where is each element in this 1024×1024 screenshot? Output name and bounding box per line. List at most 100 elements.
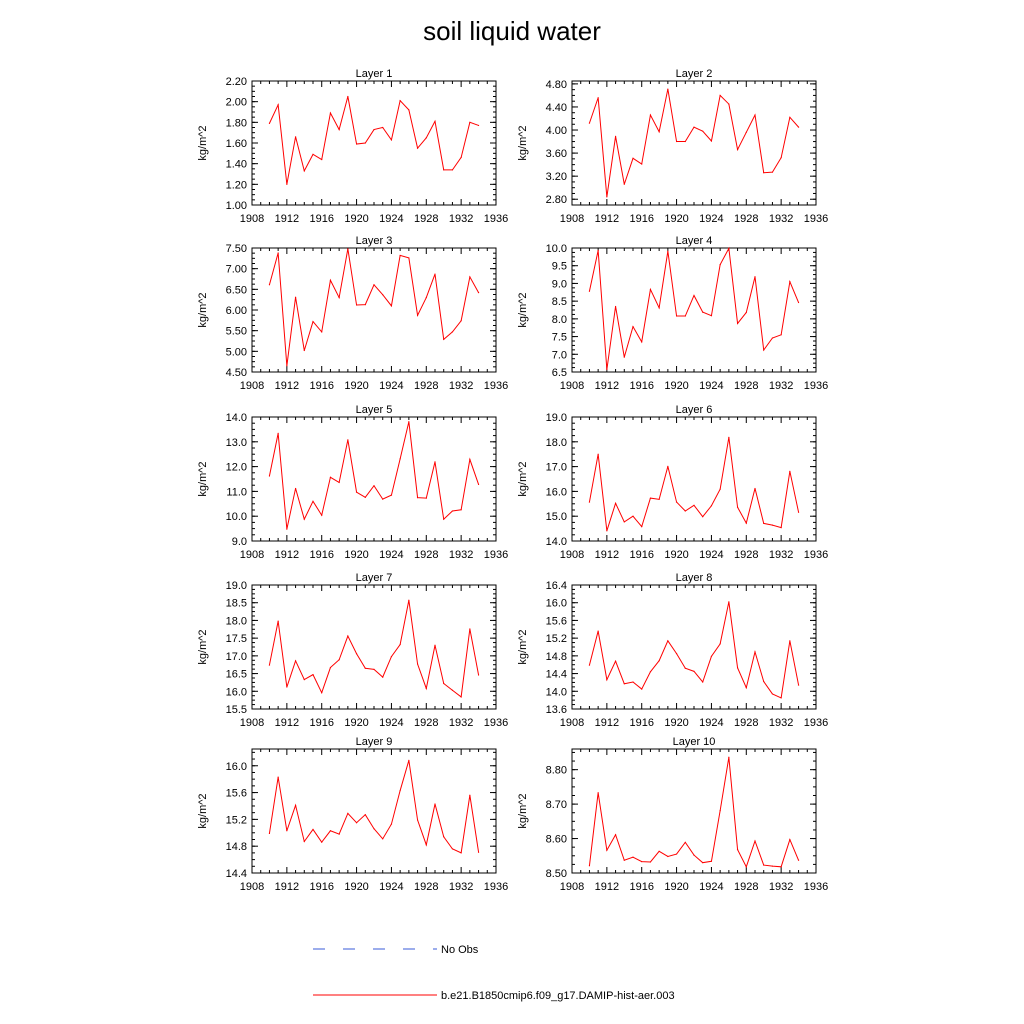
data-point [364,304,366,306]
data-point [789,281,791,283]
data-point [277,104,279,106]
x-tick-label: 1928 [414,717,438,729]
y-tick-label: 14.4 [546,669,567,681]
series-line [268,248,480,366]
data-point [702,862,704,864]
data-point [649,497,652,499]
data-point [416,147,419,149]
data-point [649,288,652,291]
data-point [780,527,782,529]
data-point [303,678,305,681]
y-tick-label: 14.0 [226,412,247,424]
x-tick-label: 1924 [699,380,723,392]
data-point [443,518,445,520]
y-tick-label: 7.0 [552,349,567,361]
data-point [641,526,643,528]
panel-title: Layer 10 [673,736,716,748]
data-point [797,859,800,861]
data-point [719,264,721,266]
y-tick-label: 12.0 [226,462,247,474]
data-point [632,326,634,328]
x-tick-label: 1928 [414,549,438,561]
y-tick-label: 14.4 [226,868,247,880]
data-point [702,516,704,518]
data-point [606,849,608,851]
data-point [443,682,445,685]
y-tick-label: 16.0 [226,686,247,698]
data-point [321,158,323,161]
x-tick-label: 1908 [560,881,584,893]
data-point [443,836,445,838]
data-point [684,667,686,669]
x-tick-label: 1908 [240,213,264,225]
data-point [399,254,401,257]
y-tick-label: 1.00 [226,200,247,212]
x-tick-label: 1932 [449,881,473,893]
data-point [710,140,713,142]
x-tick-label: 1936 [484,213,508,225]
data-point [649,114,652,116]
y-tick-label: 2.00 [226,97,247,109]
data-point [710,860,713,862]
data-point [312,153,314,155]
data-point [329,666,332,669]
data-point [614,135,617,137]
data-point [745,866,747,868]
x-tick-label: 1920 [664,881,688,893]
x-tick-label: 1932 [769,380,793,392]
x-tick-label: 1928 [414,213,438,225]
x-tick-label: 1920 [664,380,688,392]
y-tick-label: 15.2 [546,633,567,645]
data-point [658,498,660,500]
data-point [728,756,730,758]
data-point [338,833,340,835]
x-tick-label: 1916 [629,213,653,225]
y-tick-label: 9.0 [232,536,247,548]
y-tick-label: 1.60 [226,138,247,150]
x-tick-label: 1932 [449,213,473,225]
data-point [268,664,271,666]
y-tick-label: 14.8 [226,841,247,853]
data-point [268,832,271,835]
data-point [675,315,678,317]
data-point [329,112,332,114]
data-point [623,183,625,185]
data-point [649,861,652,863]
x-tick-label: 1936 [484,549,508,561]
data-point [268,284,271,286]
data-point [763,172,765,174]
y-axis-label: kg/m^2 [517,793,529,828]
y-tick-label: 15.0 [546,511,567,523]
panel-layer-1: Layer 1 kg/m^2 1908 1912 1916 1920 1924 1928 193… [197,68,508,225]
y-tick-label: 17.0 [546,462,567,474]
x-tick-label: 1936 [484,881,508,893]
x-tick-label: 1936 [804,549,828,561]
data-point [355,143,358,145]
x-tick-label: 1936 [804,213,828,225]
data-point [321,514,323,516]
y-tick-label: 5.00 [226,346,247,358]
data-point [312,674,314,676]
series-line [268,760,480,854]
y-tick-label: 7.50 [226,243,247,255]
data-point [745,522,747,524]
y-tick-label: 18.0 [546,437,567,449]
data-point [347,635,349,637]
data-point [693,504,695,506]
data-point [460,156,462,159]
data-point [408,257,410,259]
x-tick-label: 1924 [379,213,403,225]
legend: No Obs b.e21.B1850cmip6.f09_g17.DAMIP-his… [313,944,675,1002]
data-point [434,461,436,463]
data-point [667,88,669,90]
data-point [312,500,314,502]
data-point [329,830,332,832]
x-tick-label: 1912 [595,549,619,561]
data-point [754,114,756,116]
x-tick-label: 1916 [309,213,333,225]
data-point [277,620,279,622]
y-tick-label: 16.0 [546,598,567,610]
legend-label: No Obs [441,944,479,956]
y-tick-label: 14.0 [546,686,567,698]
